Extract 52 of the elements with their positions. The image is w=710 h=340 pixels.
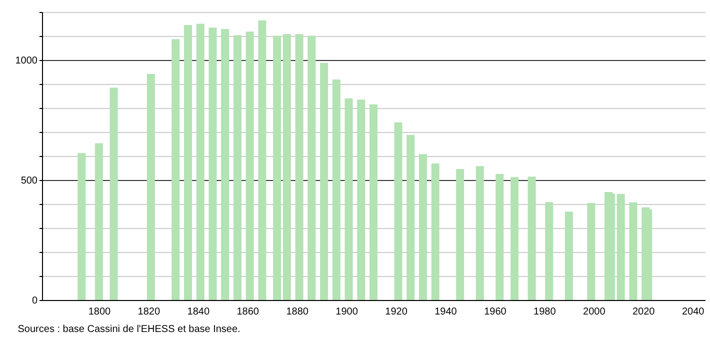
x-tick-label: 2000 (583, 306, 606, 318)
bar (476, 166, 484, 300)
bar (406, 134, 415, 300)
bar (184, 24, 192, 300)
bar (258, 20, 266, 300)
bar (282, 34, 291, 300)
x-tick-label: 1900 (336, 306, 358, 318)
x-tick-label: 1940 (434, 306, 458, 318)
bar (629, 202, 638, 300)
x-tick-label: 1840 (187, 306, 210, 318)
bar (196, 24, 204, 300)
y-tick-label: 1000 (15, 56, 38, 66)
bar (295, 34, 304, 300)
bar (94, 143, 103, 300)
y-tick-label: 500 (20, 176, 38, 186)
bar (110, 88, 118, 300)
bar (308, 36, 316, 300)
bar (510, 177, 518, 300)
x-tick-label: 1980 (534, 306, 556, 318)
bar (357, 100, 366, 300)
bar (320, 62, 328, 300)
x-tick-label: 1880 (286, 306, 309, 318)
bar (78, 153, 86, 300)
bar (344, 98, 353, 300)
source-note: Sources : base Cassini de l'EHESS et base Insee. (18, 324, 240, 335)
bar (587, 203, 596, 300)
bar (332, 79, 340, 300)
bar (208, 28, 217, 300)
x-tick-label: 1920 (385, 306, 408, 318)
bar (370, 104, 378, 300)
x-tick-label: 1820 (138, 306, 160, 318)
bar (246, 32, 254, 300)
bar (221, 29, 230, 300)
bar (418, 154, 427, 300)
bar (564, 212, 573, 300)
bar (496, 174, 504, 300)
bar (273, 36, 282, 300)
bar (394, 122, 402, 300)
bar (431, 163, 440, 300)
bar (146, 74, 155, 300)
x-tick-label: 1960 (484, 306, 507, 318)
x-tick-label: 1860 (236, 306, 260, 318)
y-tick-label: 0 (32, 296, 38, 306)
bar (528, 176, 536, 300)
bar (233, 35, 242, 300)
x-tick-label: 2020 (632, 306, 656, 318)
bar (616, 194, 625, 300)
bar (545, 202, 554, 300)
x-tick-label: 2040 (682, 306, 705, 318)
x-tick-label: 1800 (88, 306, 112, 318)
bar (456, 168, 464, 300)
bar (172, 39, 180, 300)
